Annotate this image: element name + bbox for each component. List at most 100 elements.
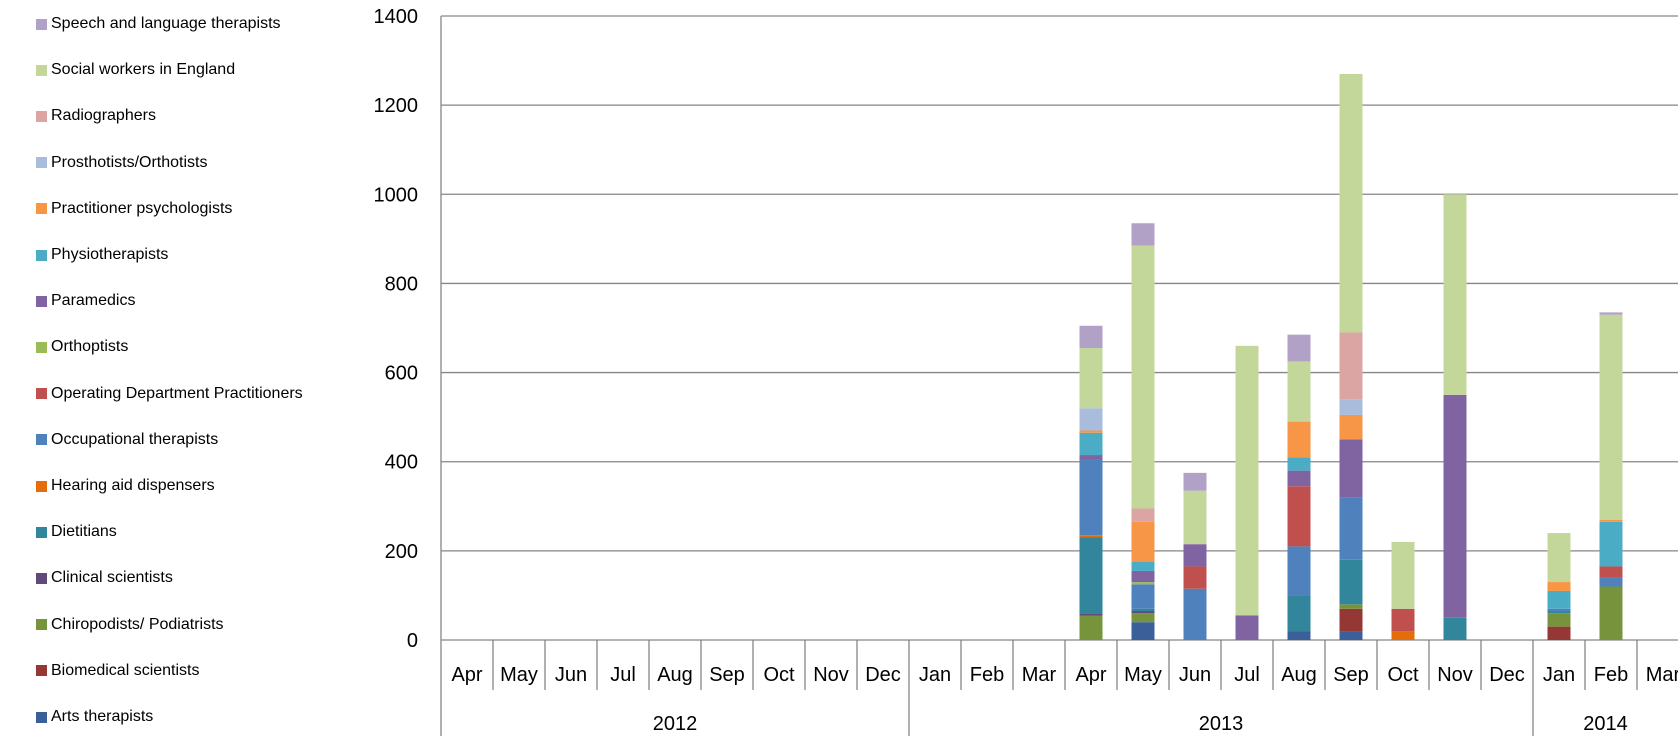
bar-segment: Hearing aid dispensers: 20	[1391, 631, 1415, 640]
bar-segment: Operating Department Practitioners: 50	[1183, 566, 1207, 589]
legend-label: Physiotherapists	[51, 246, 169, 263]
legend-swatch	[36, 203, 47, 215]
legend-item: Hearing aid dispensers	[36, 476, 215, 496]
bar-segment: Speech and language therapists: 40	[1183, 472, 1207, 491]
legend-label: Prosthotists/Orthotists	[51, 153, 208, 171]
bar-segment: Paramedics: 50	[1183, 544, 1207, 567]
legend-item: Orthoptists	[36, 337, 128, 357]
bar-segment: Social workers in England: 450	[1443, 194, 1467, 395]
legend-swatch	[36, 572, 47, 584]
x-tick-label: Dec	[865, 664, 901, 686]
x-tick-label: Mar	[1646, 664, 1678, 686]
x-tick-label: May	[500, 664, 538, 686]
bar-segment: Social workers in England: 590	[1131, 245, 1155, 509]
bar-segment: Social workers in England: 135	[1079, 348, 1103, 409]
bar-segment: Social workers in England: 605	[1235, 345, 1259, 616]
x-tick-label: Aug	[657, 664, 693, 686]
bar-segment: Arts therapists: 20	[1287, 631, 1311, 640]
bar-segment: Hearing aid dispensers: 5	[1079, 535, 1103, 538]
x-tick-label: Apr	[1075, 664, 1106, 686]
bar-segment: Occupational therapists: 20	[1599, 577, 1623, 587]
bar-segment: Speech and language therapists: 50	[1079, 325, 1103, 349]
bar-segment: Practitioner psychologists: 80	[1287, 421, 1311, 458]
legend-item: Dietitians	[36, 522, 117, 542]
bar-segment: Paramedics: 10	[1079, 455, 1103, 460]
legend-label: Chiropodists/ Podiatrists	[51, 615, 224, 633]
bar-segment: Orthoptists: 5	[1131, 582, 1155, 585]
bar-segment: Social workers in England: 460	[1599, 314, 1623, 520]
legend-swatch	[36, 110, 47, 122]
y-tick-label: 400	[385, 452, 418, 474]
year-group-label: 2012	[653, 713, 698, 735]
legend-item: Practitioner psychologists	[36, 199, 232, 219]
bar-segment: Practitioner psychologists: 55	[1339, 414, 1363, 440]
legend-item: Physiotherapists	[36, 245, 168, 265]
bar-segment: Chiropodists/ Podiatrists: 30	[1547, 613, 1571, 627]
year-group-label: 2014	[1583, 713, 1628, 735]
bar-segment: Paramedics: 500	[1443, 394, 1467, 618]
bar-segment: Chiropodists/ Podiatrists: 10	[1339, 604, 1363, 609]
x-tick-label: Jul	[610, 664, 636, 686]
x-tick-label: Feb	[970, 664, 1004, 686]
bar-segment: Physiotherapists: 30	[1287, 457, 1311, 471]
bar-segment: Speech and language therapists: 5	[1599, 312, 1623, 315]
legend-swatch	[36, 341, 47, 353]
x-tick-label: Sep	[1333, 664, 1369, 686]
bar-segment: Operating Department Practitioners: 50	[1391, 608, 1415, 632]
x-tick-label: Jun	[555, 664, 587, 686]
legend-label: Speech and language therapists	[51, 15, 281, 32]
bar-segment: Physiotherapists: 40	[1547, 590, 1571, 609]
bar-segment: Paramedics: 25	[1131, 570, 1155, 583]
legend-label: Hearing aid dispensers	[51, 477, 215, 494]
legend-swatch	[36, 64, 47, 76]
bar-segment: Prosthotists/Orthotists: 50	[1079, 408, 1103, 431]
bar-segment: Dietitians: 5	[1547, 611, 1571, 614]
bar-segment: Occupational therapists: 140	[1339, 497, 1363, 560]
x-tick-label: Mar	[1022, 664, 1057, 686]
axes: 0 200 400 600 800 1000 1200 1400 Apr May Jun Jul Aug…	[374, 6, 1678, 736]
legend-item: Chiropodists/ Podiatrists	[36, 615, 224, 635]
bar-segment: Occupational therapists: 5	[1547, 608, 1571, 612]
x-tick-label: Jul	[1234, 664, 1260, 686]
legend-swatch	[36, 18, 47, 30]
bar-segment: Arts therapists: 40	[1131, 622, 1155, 640]
y-tick-label: 1400	[374, 6, 419, 28]
bar-segment: Operating Department Practitioners: 135	[1287, 486, 1311, 547]
legend-item: Radiographers	[36, 106, 156, 126]
bar-segment: Radiographers: 30	[1131, 508, 1155, 522]
x-tick-label: Jan	[919, 664, 951, 686]
year-group-label: 2013	[1199, 713, 1244, 735]
bar-segment: Operating Department Practitioners: 25	[1599, 566, 1623, 578]
bar-segment: Paramedics: 55	[1235, 615, 1259, 640]
legend-item: Occupational therapists	[36, 430, 218, 450]
y-tick-label: 1200	[374, 95, 419, 117]
bar-segment: Social workers in England: 580	[1339, 73, 1363, 333]
legend-label: Biomedical scientists	[51, 661, 200, 679]
bar-segment: Social workers in England: 110	[1547, 533, 1571, 583]
bar-segment: Dietitians: 5	[1131, 608, 1155, 612]
legend-label: Paramedics	[51, 292, 136, 310]
x-tick-label: Nov	[813, 664, 849, 686]
legend-swatch	[36, 157, 47, 169]
bar-segment: Paramedics: 130	[1339, 439, 1363, 498]
legend-label: Occupational therapists	[51, 430, 219, 448]
x-tick-label: Sep	[709, 664, 745, 686]
legend-item: Biomedical scientists	[36, 661, 200, 681]
bar-segment: Practitioner psychologists: 5	[1599, 519, 1623, 522]
x-tick-label: May	[1124, 664, 1162, 686]
bar-segment: Chiropodists/ Podiatrists: 120	[1599, 586, 1623, 640]
legend-label: Radiographers	[51, 107, 156, 125]
bar-segment: Occupational therapists: 55	[1131, 584, 1155, 609]
legend-swatch	[36, 388, 47, 400]
bar-segment: Dietitians: 80	[1287, 595, 1311, 632]
bar-segment: Practitioner psychologists: 20	[1547, 582, 1571, 591]
bar-segment: Practitioner psychologists: 90	[1131, 521, 1155, 562]
bar-segment: Biomedical scientists: 50	[1339, 608, 1363, 632]
bar-segment: Occupational therapists: 115	[1183, 588, 1207, 640]
legend-swatch	[36, 434, 47, 446]
gridlines	[441, 15, 1678, 641]
legend-label: Arts therapists	[51, 708, 154, 725]
legend-label: Orthoptists	[51, 338, 129, 356]
legend-label: Social workers in England	[51, 61, 236, 79]
